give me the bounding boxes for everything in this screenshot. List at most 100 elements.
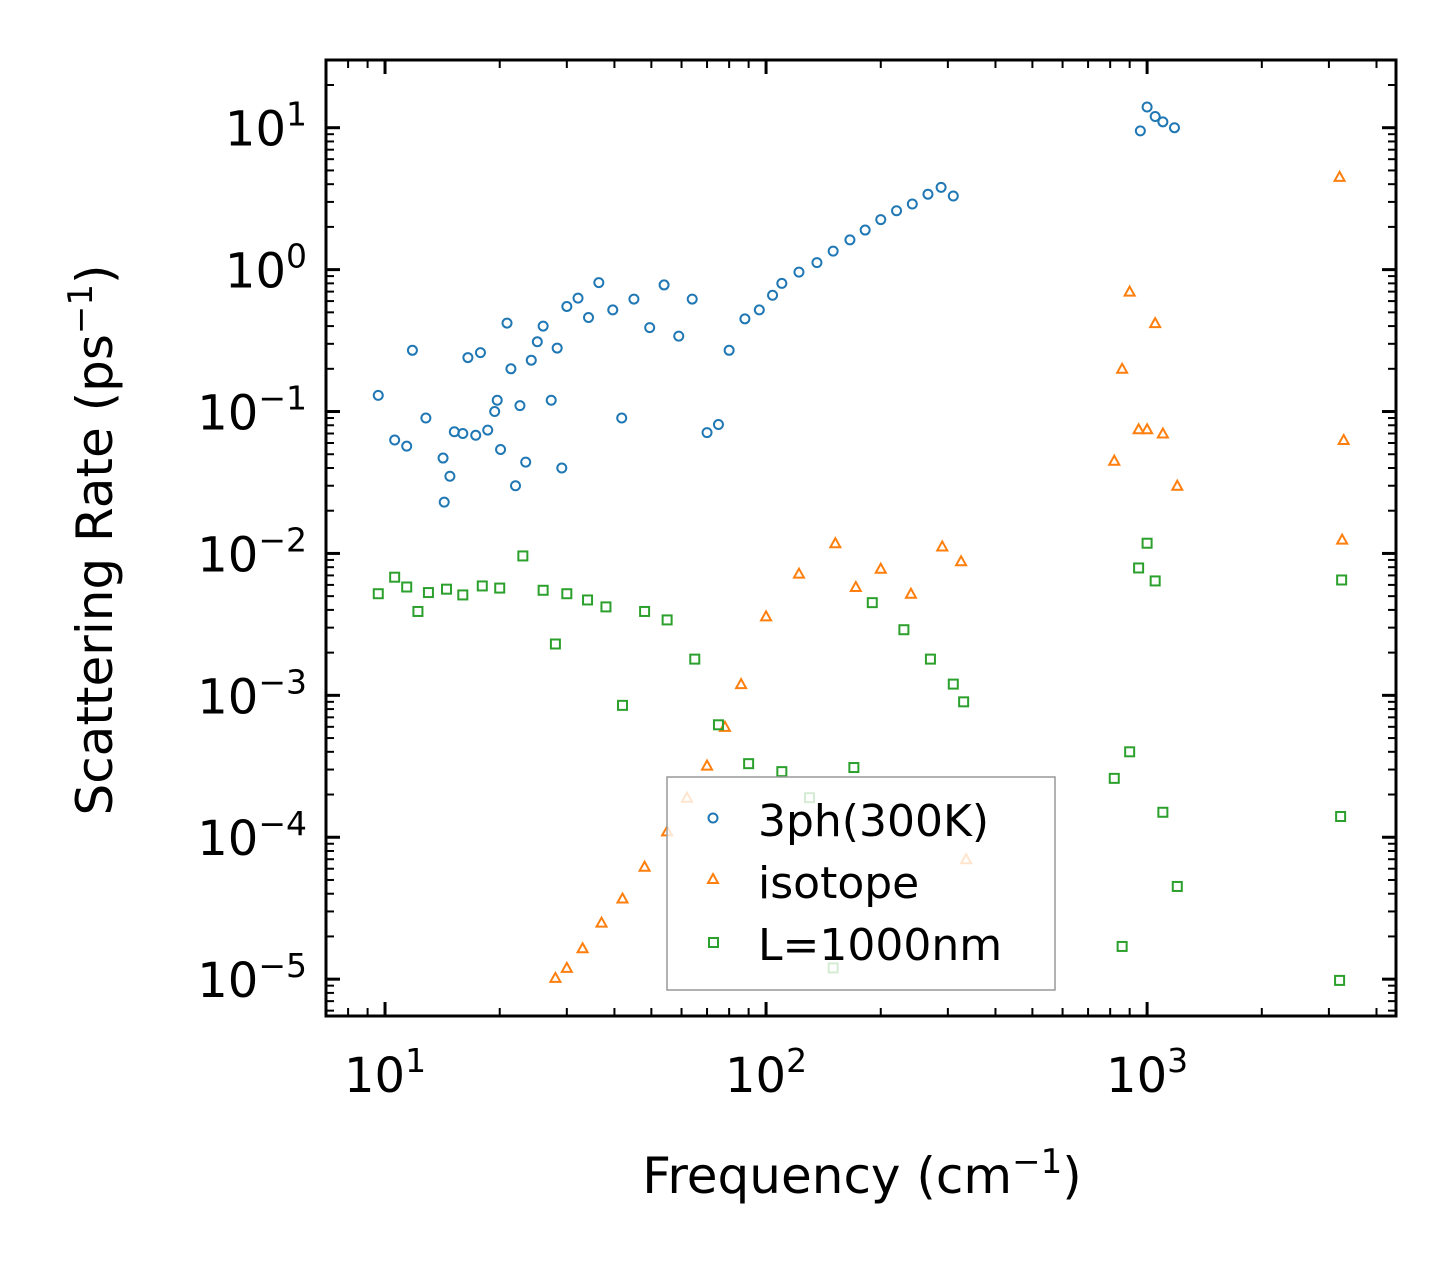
series-1: [548, 169, 1351, 983]
legend-label-3ph: 3ph(300K): [758, 796, 989, 847]
data-point: [935, 181, 947, 193]
data-point: [1149, 110, 1161, 122]
series-0: [372, 101, 1180, 508]
data-point: [545, 394, 557, 406]
legend-box: [666, 776, 1056, 991]
data-point: [531, 336, 543, 348]
data-point: [517, 550, 529, 562]
legend-label-boundary: L=1000nm: [758, 920, 1002, 971]
data-point: [947, 190, 959, 202]
data-point: [1116, 940, 1128, 952]
data-point: [1148, 316, 1162, 329]
data-point: [520, 456, 532, 468]
x-tick-label: 101: [344, 1041, 426, 1104]
data-point: [412, 605, 424, 617]
data-point: [514, 400, 526, 412]
data-point: [767, 289, 779, 301]
legend-marker-isotope: [706, 871, 720, 884]
data-point: [1133, 562, 1145, 574]
data-point: [922, 188, 934, 200]
data-point: [583, 311, 595, 323]
data-point: [924, 653, 936, 665]
data-point: [1171, 880, 1183, 892]
data-point: [406, 344, 418, 356]
data-point: [658, 279, 670, 291]
data-point: [1134, 125, 1146, 137]
data-point: [1141, 537, 1153, 549]
data-point: [525, 354, 537, 366]
data-point: [474, 347, 486, 359]
data-point: [954, 554, 968, 567]
data-point: [875, 214, 887, 226]
data-point: [1108, 772, 1120, 784]
data-point: [560, 960, 574, 973]
data-point: [1122, 284, 1137, 297]
y-tick-label: 10−1: [197, 379, 307, 442]
data-point: [561, 300, 573, 312]
data-point: [848, 762, 860, 774]
data-point: [438, 496, 450, 508]
data-point: [1336, 432, 1351, 445]
y-tick-label: 10−3: [197, 662, 307, 725]
data-point: [844, 234, 856, 246]
y-tick-labels: 10−5 10−4 10−3 10−2 10−1 100 101: [197, 95, 307, 1009]
y-tick-label: 10−4: [197, 804, 307, 867]
data-point: [1334, 974, 1346, 986]
data-point: [389, 571, 401, 583]
data-point: [1140, 422, 1154, 435]
data-point: [906, 198, 918, 210]
data-point: [628, 293, 640, 305]
data-point: [1170, 478, 1184, 491]
x-tick-labels: 101 102 103: [344, 1041, 1188, 1104]
data-point: [489, 406, 501, 418]
legend: 3ph(300K) isotope L=1000nm: [666, 776, 1056, 991]
data-point: [859, 224, 871, 236]
data-point: [734, 677, 748, 690]
data-point: [661, 614, 673, 626]
data-point: [827, 245, 839, 257]
data-point: [551, 342, 563, 354]
data-point: [401, 440, 413, 452]
data-point: [701, 427, 713, 439]
data-point: [898, 624, 910, 636]
y-axis-label: Scattering Rate (ps−1): [61, 264, 124, 815]
data-point: [1335, 532, 1349, 545]
data-point: [616, 412, 628, 424]
data-point: [866, 597, 878, 609]
data-point: [904, 586, 918, 599]
data-point: [372, 588, 384, 600]
data-point: [401, 581, 413, 593]
y-tick-label: 10−5: [197, 946, 307, 1009]
data-point: [935, 539, 949, 552]
data-point: [575, 941, 590, 954]
data-point: [549, 638, 561, 650]
x-tick-label: 102: [725, 1041, 807, 1104]
data-point: [739, 313, 751, 325]
data-point: [874, 561, 888, 574]
series-2: [372, 537, 1348, 986]
data-point: [743, 758, 755, 770]
data-point: [607, 304, 619, 316]
data-point: [470, 429, 482, 441]
data-point: [753, 304, 765, 316]
data-point: [1157, 116, 1169, 128]
data-point: [639, 605, 651, 617]
data-point: [594, 915, 609, 928]
data-point: [1168, 122, 1180, 134]
data-point: [505, 363, 517, 375]
data-point: [422, 587, 434, 599]
data-point: [491, 394, 503, 406]
data-point: [759, 609, 773, 622]
data-point: [509, 480, 521, 492]
data-series: [372, 101, 1351, 986]
data-point: [1141, 101, 1153, 113]
data-point: [444, 470, 456, 482]
data-point: [776, 766, 788, 778]
data-point: [1336, 574, 1348, 586]
data-point: [700, 758, 714, 771]
axis-ticks: [325, 59, 1396, 1016]
data-point: [600, 601, 612, 613]
data-point: [462, 352, 474, 364]
data-point: [501, 317, 513, 329]
